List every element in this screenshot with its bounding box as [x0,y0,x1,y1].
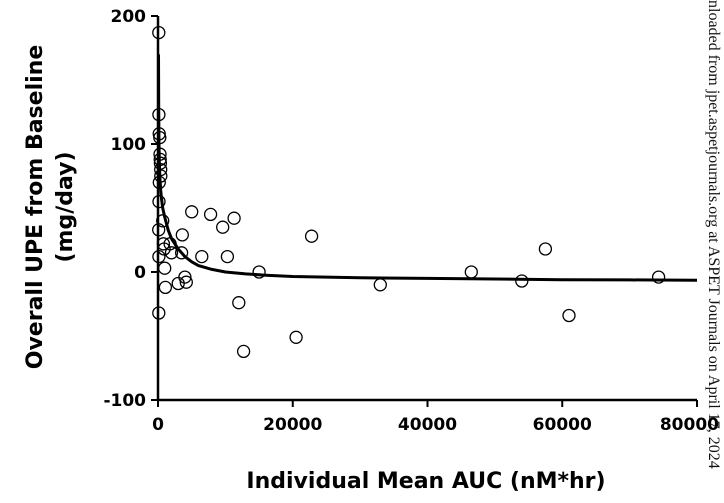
data-point [154,169,168,183]
data-point [236,344,251,359]
data-point [203,207,218,222]
data-point [153,130,167,145]
data-point [515,274,529,288]
data-point [153,147,167,161]
y-tick-label: 100 [111,135,147,155]
data-point [175,228,189,242]
data-point [289,330,303,344]
side-watermark-note: nloaded from jpet.aspetjournals.org at A… [705,0,722,469]
y-axis-title-line-1: Overall UPE from Baseline [23,45,48,370]
data-point [651,270,666,284]
data-point [562,308,576,323]
data-point [174,246,189,260]
y-axis-title-line-2: (mg/day) [53,151,78,262]
data-point [158,261,172,275]
data-point [227,211,241,225]
data-point [153,156,168,170]
data-point [158,280,173,295]
data-point [178,270,192,284]
data-point [304,229,319,243]
data-point [252,265,266,279]
data-point [152,25,166,40]
y-tick-label: 0 [134,263,146,283]
data-point [153,152,167,167]
data-point [464,265,478,279]
data-point [156,214,170,228]
fit-curve [157,54,698,282]
x-tick-label: 40000 [398,415,457,435]
x-tick-label: 80000 [660,415,719,435]
data-point [152,194,166,209]
y-tick-label: -100 [103,391,146,411]
data-point [216,220,230,234]
data-point [185,205,199,219]
x-tick-label: 60000 [533,415,592,435]
data-point [163,237,177,251]
data-point [171,276,185,291]
data-point [220,249,235,264]
data-point [152,306,166,320]
data-point [538,242,553,256]
data-point [152,107,166,122]
y-tick-label: 200 [111,7,147,27]
data-point [152,175,166,190]
x-tick-label: 0 [152,415,164,435]
data-point [156,237,171,251]
data-point [164,246,179,260]
data-points [152,25,666,359]
axes: 0 20000 40000 60000 80000 -100 0 100 200 [103,7,719,435]
data-point [373,278,387,292]
data-point [232,296,246,310]
data-point [195,249,209,264]
data-point [152,223,166,237]
data-point [154,162,168,177]
x-axis-title: Individual Mean AUC (nM*hr) [246,469,605,494]
fit-curve-group [157,54,698,282]
x-tick-label: 20000 [263,415,322,435]
data-point [179,275,193,289]
